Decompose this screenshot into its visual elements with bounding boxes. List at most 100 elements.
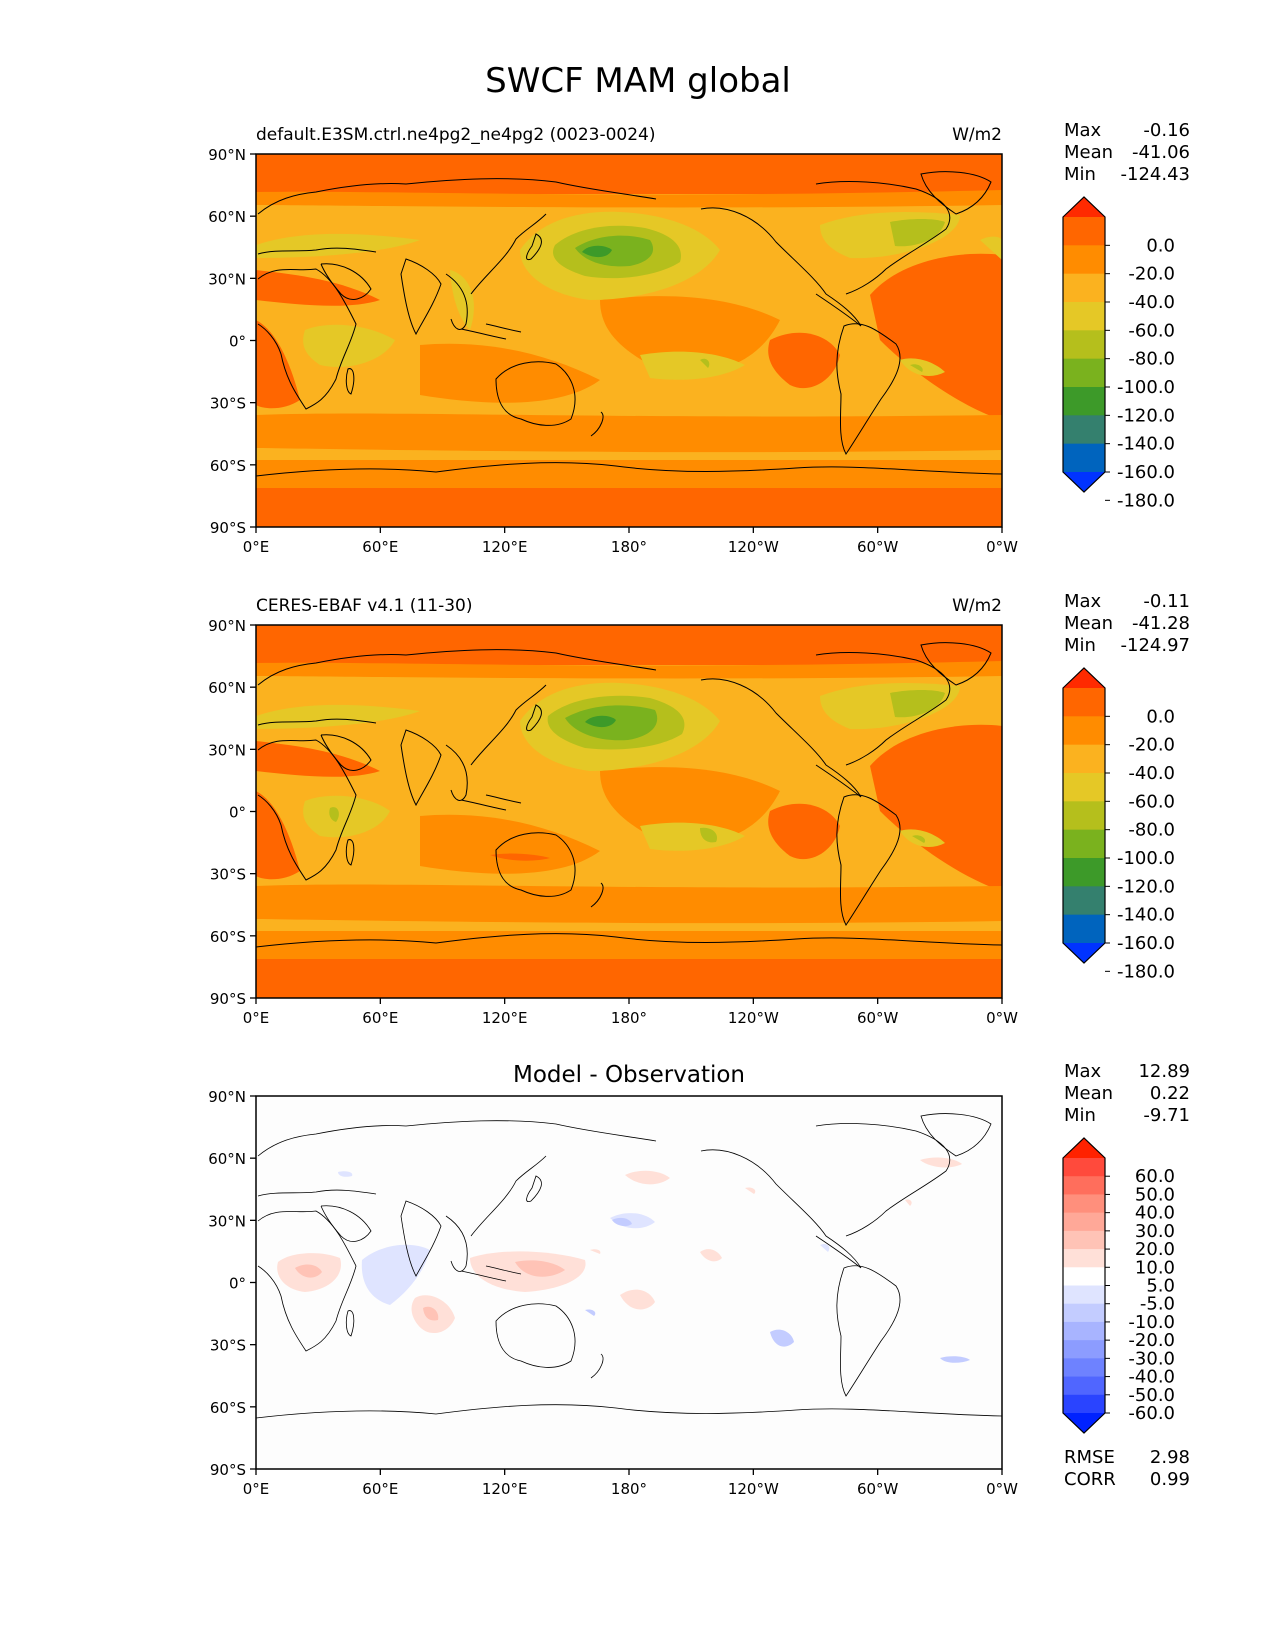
colorbar-segment [1063, 914, 1105, 944]
x-tick-label: 60°W [857, 1480, 899, 1498]
y-tick-label: 90°N [208, 146, 246, 164]
panel-model-y-ticks: 90°N 60°N 30°N 0° 30°S 60°S 90°S [208, 146, 256, 537]
panel-diff: Model - Observation [208, 1062, 1018, 1498]
stat-value: -41.28 [1132, 613, 1190, 634]
panel-diff-extra-stats: RMSE 2.98 CORR 0.99 [1064, 1447, 1190, 1490]
stat-value: 12.89 [1138, 1061, 1190, 1082]
colorbar-segment [1063, 443, 1105, 473]
y-tick-label: 60°N [208, 1150, 246, 1168]
y-tick-label: 30°S [210, 395, 246, 413]
stat-value: 2.98 [1150, 1447, 1190, 1468]
stat-value: -124.43 [1121, 164, 1190, 185]
colorbar-segment [1063, 1158, 1105, 1177]
panel-diff-map[interactable] [256, 1096, 1002, 1469]
colorbar-tick-label: 40.0 [1135, 1203, 1175, 1224]
y-tick-label: 90°S [210, 1461, 246, 1479]
colorbar-tick-label: -20.0 [1128, 735, 1175, 756]
colorbar-segment [1063, 801, 1105, 831]
panel-obs-map[interactable] [256, 625, 1002, 998]
panel-model: default.E3SM.ctrl.ne4pg2_ne4pg2 (0023-00… [208, 125, 1018, 556]
x-tick-label: 180° [611, 538, 647, 556]
colorbar-extend-min [1063, 472, 1105, 492]
colorbar-segment [1063, 1358, 1105, 1378]
colorbar-tick-label: 50.0 [1135, 1184, 1175, 1205]
x-tick-label: 60°W [857, 1009, 899, 1027]
colorbar-tick-label: -100.0 [1117, 848, 1175, 869]
panel-obs-colorbar: 0.0 -20.0 -40.0 -60.0 -80.0 -100.0 -120.0 -140.… [1062, 667, 1175, 982]
colorbar-tick-label: 10.0 [1135, 1257, 1175, 1278]
x-tick-label: 120°E [482, 1480, 528, 1498]
stat-value: 0.22 [1150, 1083, 1190, 1104]
stat-label: Min [1064, 1105, 1096, 1126]
x-tick-label: 0°E [243, 1009, 270, 1027]
y-tick-label: 60°N [208, 208, 246, 226]
colorbar-tick-label: -20.0 [1128, 264, 1175, 285]
panel-diff-stats: Max 12.89 Mean 0.22 Min -9.71 [1064, 1061, 1190, 1126]
colorbar-extend-max [1063, 668, 1105, 688]
colorbar-extend-max [1063, 1138, 1105, 1158]
colorbar-segment [1063, 773, 1105, 802]
colorbar-extend-min [1063, 1413, 1105, 1433]
colorbar-tick-label: -140.0 [1117, 905, 1175, 926]
colorbar-segment [1063, 829, 1105, 859]
x-tick-label: 120°E [482, 538, 528, 556]
x-tick-label: 120°W [728, 1480, 779, 1498]
colorbar-tick-label: -80.0 [1128, 820, 1175, 841]
colorbar-tick-label: -100.0 [1117, 377, 1175, 398]
y-tick-label: 90°S [210, 519, 246, 537]
x-tick-label: 0°W [986, 1009, 1018, 1027]
y-tick-label: 90°S [210, 990, 246, 1008]
colorbar-segment [1063, 387, 1105, 416]
panel-diff-center-title: Model - Observation [513, 1062, 745, 1088]
stat-label: Max [1064, 120, 1102, 141]
y-tick-label: 0° [229, 1275, 246, 1293]
panel-obs-stats: Max -0.11 Mean -41.28 Min -124.97 [1064, 591, 1190, 656]
colorbar-tick-label: -140.0 [1117, 434, 1175, 455]
stat-label: Mean [1064, 1083, 1113, 1104]
stat-label: RMSE [1064, 1447, 1115, 1468]
stat-label: Mean [1064, 142, 1113, 163]
colorbar-segment [1063, 273, 1105, 303]
colorbar-tick-label: -120.0 [1117, 876, 1175, 897]
x-tick-label: 0°E [243, 1480, 270, 1498]
x-tick-label: 60°E [362, 1480, 398, 1498]
stat-label: Max [1064, 591, 1102, 612]
y-tick-label: 30°N [208, 1212, 246, 1230]
colorbar-extend-max [1063, 197, 1105, 217]
panel-model-map[interactable] [256, 154, 1002, 527]
colorbar-segment [1063, 1321, 1105, 1341]
colorbar-segment [1063, 1212, 1105, 1232]
y-tick-label: 90°N [208, 617, 246, 635]
stat-label: Mean [1064, 613, 1113, 634]
panel-diff-x-ticks: 0°E 60°E 120°E 180° 120°W 60°W 0°W [243, 1469, 1018, 1498]
colorbar-segment [1063, 744, 1105, 774]
colorbar-tick-label: 20.0 [1135, 1239, 1175, 1260]
colorbar-tick-label: -60.0 [1128, 1403, 1175, 1424]
colorbar-tick-label: -40.0 [1128, 1367, 1175, 1388]
colorbar-tick-label: 0.0 [1146, 706, 1175, 727]
colorbar-tick-label: -40.0 [1128, 292, 1175, 313]
colorbar-segment [1063, 886, 1105, 916]
colorbar-segment [1063, 1376, 1105, 1396]
colorbar-tick-label: 30.0 [1135, 1221, 1175, 1242]
colorbar-tick-label: -160.0 [1117, 933, 1175, 954]
panel-model-units: W/m2 [952, 125, 1002, 145]
x-tick-label: 120°E [482, 1009, 528, 1027]
panel-model-x-ticks: 0°E 60°E 120°E 180° 120°W 60°W 0°W [243, 527, 1018, 556]
colorbar-tick-label: -160.0 [1117, 462, 1175, 483]
panel-model-left-title: default.E3SM.ctrl.ne4pg2_ne4pg2 (0023-00… [256, 125, 656, 145]
panel-obs-y-ticks: 90°N 60°N 30°N 0° 30°S 60°S 90°S [208, 617, 256, 1008]
y-tick-label: 30°N [208, 270, 246, 288]
panel-obs-left-title: CERES-EBAF v4.1 (11-30) [256, 596, 472, 616]
colorbar-segment [1063, 1194, 1105, 1214]
panel-obs: CERES-EBAF v4.1 (11-30) W/m2 [208, 596, 1018, 1027]
colorbar-segment [1063, 415, 1105, 445]
colorbar-tick-label: -180.0 [1117, 961, 1175, 982]
panel-obs-x-ticks: 0°E 60°E 120°E 180° 120°W 60°W 0°W [243, 998, 1018, 1027]
y-tick-label: 60°N [208, 679, 246, 697]
y-tick-label: 0° [229, 333, 246, 351]
colorbar-tick-label: -80.0 [1128, 349, 1175, 370]
colorbar-tick-label: -60.0 [1128, 791, 1175, 812]
y-tick-label: 60°S [210, 1399, 246, 1417]
colorbar-tick-label: -40.0 [1128, 763, 1175, 784]
